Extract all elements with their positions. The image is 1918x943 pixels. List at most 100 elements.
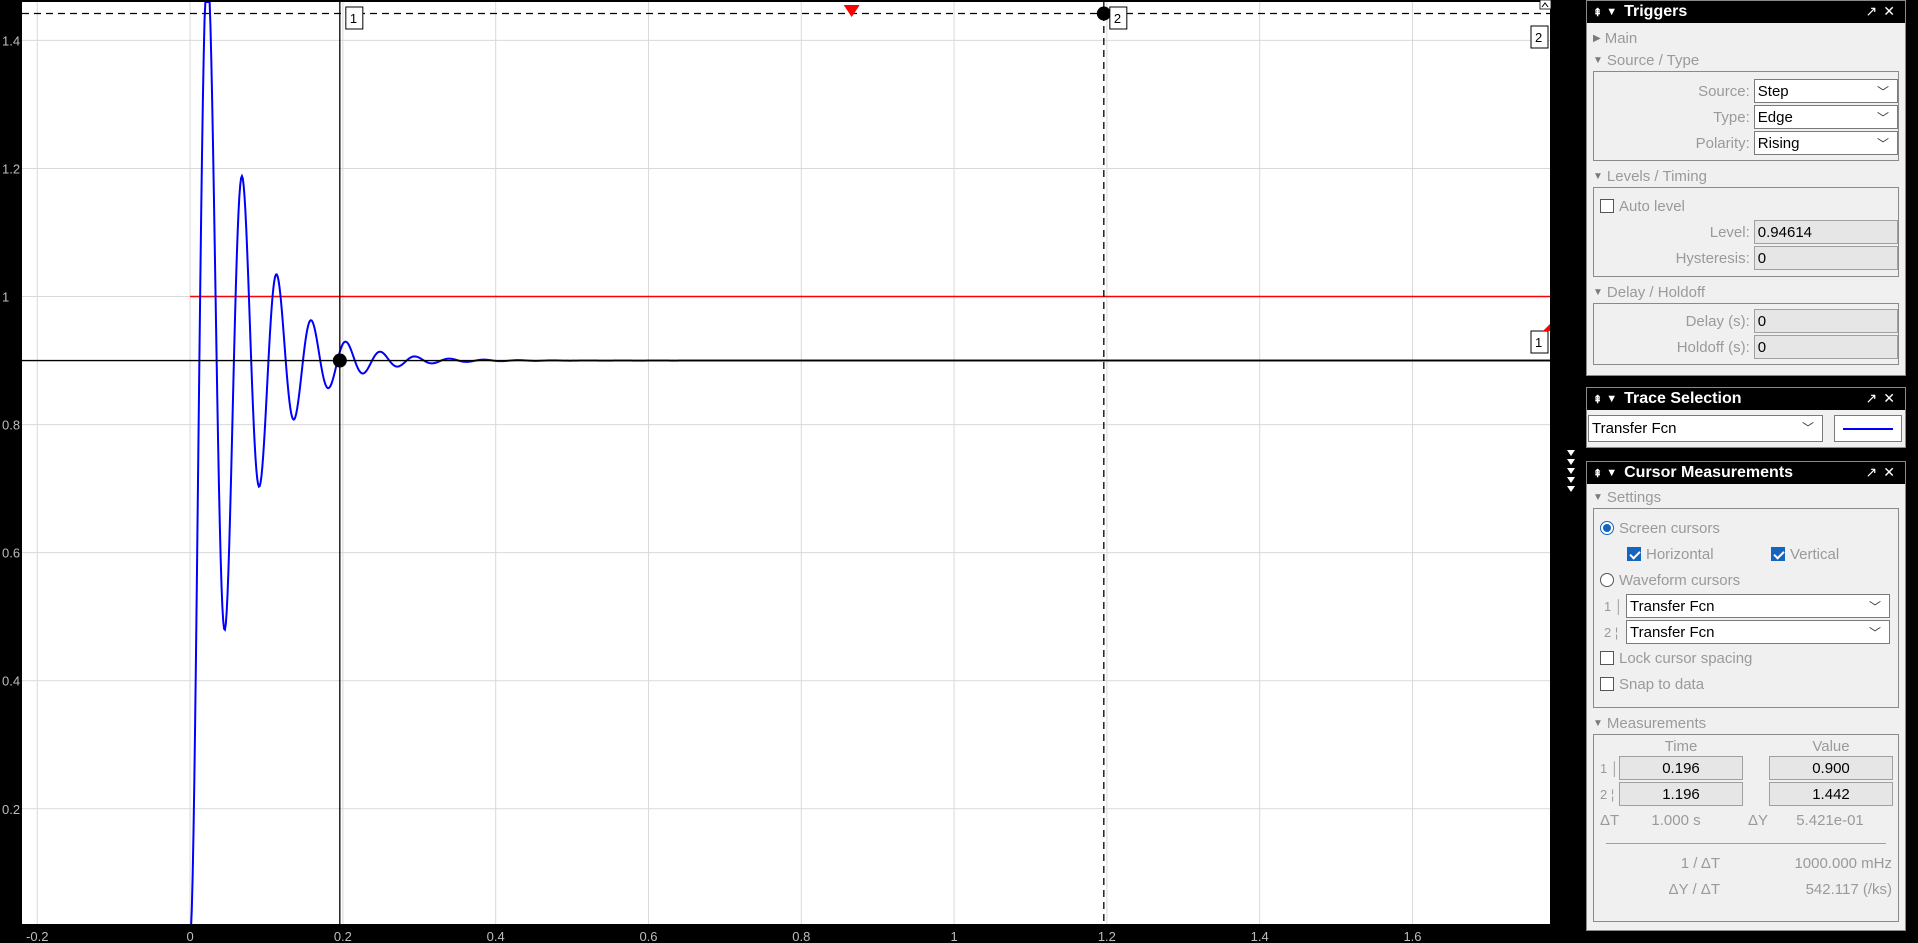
- cursor-1-time-field: 0.196: [1619, 756, 1743, 780]
- pin-icon[interactable]: ⇞: [1593, 393, 1603, 406]
- chevron-down-icon: ﹀: [1868, 600, 1881, 614]
- collapse-arrow-icon: ▼: [1593, 170, 1603, 182]
- x-tick-label: 1: [950, 929, 957, 943]
- splitter-arrow-icon: [1567, 468, 1575, 474]
- settings-group: Screen cursors Horizontal Vertical Wavef…: [1593, 508, 1899, 708]
- delay-holdoff-section-label: Delay / Holdoff: [1606, 283, 1706, 301]
- cursor-measurements-header[interactable]: ⇞ ▼ Cursor Measurements ↗✕: [1587, 462, 1905, 484]
- svg-text:2: 2: [1535, 30, 1542, 45]
- cursor-1-value-field: 0.900: [1769, 756, 1893, 780]
- cursor-1-trace-select[interactable]: Transfer Fcn ﹀: [1626, 594, 1890, 618]
- vertical-checkbox[interactable]: [1771, 547, 1785, 561]
- x-tick-label: 0.6: [639, 929, 657, 943]
- y-tick-label: 1.2: [2, 161, 20, 176]
- undock-close-icons[interactable]: ↗✕: [1865, 3, 1901, 19]
- cursor-1-right-label[interactable]: 1: [1530, 330, 1549, 354]
- delta-t-value: 1.000 s: [1651, 811, 1701, 829]
- collapse-icon[interactable]: ▼: [1606, 393, 1618, 405]
- levels-timing-section-label: Levels / Timing: [1606, 167, 1707, 185]
- cursor-2-time-field: 1.196: [1619, 782, 1743, 806]
- delay-field[interactable]: 0: [1753, 309, 1898, 333]
- snap-to-data-checkbox[interactable]: [1600, 677, 1614, 691]
- undock-close-icons[interactable]: ↗✕: [1865, 390, 1901, 406]
- triggers-header[interactable]: ⇞ ▼ Triggers ↗✕: [1587, 1, 1905, 23]
- splitter-arrow-icon: [1567, 459, 1575, 465]
- trigger-level-marker[interactable]: [1543, 324, 1550, 331]
- auto-level-checkbox[interactable]: [1600, 199, 1614, 213]
- splitter-arrow-icon: [1567, 450, 1575, 456]
- measurements-section-toggle[interactable]: ▼ Measurements: [1587, 712, 1905, 734]
- trace-select[interactable]: Transfer Fcn ﹀: [1588, 414, 1823, 442]
- hysteresis-field[interactable]: 0: [1753, 246, 1898, 270]
- waveform-cursors-radio[interactable]: [1600, 573, 1614, 587]
- y-tick-label: 1.4: [2, 33, 20, 48]
- type-label: Type:: [1713, 108, 1750, 126]
- main-section-toggle[interactable]: ▶ Main: [1587, 27, 1905, 49]
- holdoff-label: Holdoff (s):: [1676, 338, 1750, 356]
- type-select-value: Edge: [1757, 108, 1793, 126]
- hysteresis-value: 0: [1757, 249, 1767, 267]
- cursor-2-point[interactable]: [1096, 6, 1111, 21]
- expand-plot-icon[interactable]: [1539, 0, 1551, 10]
- level-value: 0.94614: [1757, 223, 1813, 241]
- horizontal-checkbox[interactable]: [1627, 547, 1641, 561]
- collapse-icon[interactable]: ▼: [1606, 467, 1618, 479]
- cursor-2-top-label[interactable]: 2: [1109, 6, 1128, 30]
- triggers-panel: ⇞ ▼ Triggers ↗✕ ▶ Main ▼ Source / Type S…: [1586, 0, 1906, 376]
- level-field[interactable]: 0.94614: [1753, 220, 1898, 244]
- cursor-2-right-label[interactable]: 2: [1530, 25, 1549, 49]
- cursor-2-value-field: 1.442: [1769, 782, 1893, 806]
- cursor-2-trace-value: Transfer Fcn: [1630, 623, 1715, 641]
- settings-section-toggle[interactable]: ▼ Settings: [1587, 486, 1905, 508]
- x-axis-tick-labels: -0.2 0 0.2 0.4 0.6 0.8 1 1.2 1.4 1.6: [26, 929, 1421, 943]
- expand-arrow-icon: ▶: [1593, 32, 1601, 44]
- lock-cursor-spacing-checkbox[interactable]: [1600, 651, 1614, 665]
- source-type-section-toggle[interactable]: ▼ Source / Type: [1587, 49, 1905, 71]
- polarity-select-value: Rising: [1757, 134, 1800, 152]
- cursor-2-index: 2 ¦: [1604, 624, 1619, 640]
- trigger-position-marker[interactable]: [843, 5, 860, 17]
- trace-selection-header[interactable]: ⇞ ▼ Trace Selection ↗✕: [1587, 388, 1905, 410]
- y-tick-label: 0.8: [2, 418, 20, 433]
- trace-color-swatch[interactable]: [1834, 414, 1902, 442]
- source-select[interactable]: Step ﹀: [1753, 79, 1898, 103]
- splitter-arrow-icon: [1567, 477, 1575, 483]
- y-tick-label: 0.6: [2, 546, 20, 561]
- scope-plot[interactable]: -0.2 0 0.2 0.4 0.6 0.8 1 1.2 1.4 1.6 0.2 0.4 0.6 0.8…: [0, 0, 1551, 943]
- screen-cursors-label: Screen cursors: [1619, 519, 1720, 537]
- delay-holdoff-section-toggle[interactable]: ▼ Delay / Holdoff: [1587, 281, 1905, 303]
- cursor-1-point[interactable]: [332, 353, 347, 368]
- levels-timing-group: Auto level Level: 0.94614 Hysteresis: 0: [1593, 187, 1899, 277]
- holdoff-field[interactable]: 0: [1753, 335, 1898, 359]
- x-tick-label: 1.2: [1098, 929, 1116, 943]
- auto-level-label: Auto level: [1619, 197, 1685, 215]
- cursor-1-index: 1 │: [1604, 598, 1623, 614]
- y-axis-tick-labels: 0.2 0.4 0.6 0.8 1 1.2 1.4: [2, 33, 20, 816]
- svg-text:2: 2: [1114, 11, 1121, 26]
- collapse-arrow-icon: ▼: [1593, 491, 1603, 503]
- polarity-select[interactable]: Rising ﹀: [1753, 131, 1898, 155]
- undock-close-icons[interactable]: ↗✕: [1865, 464, 1901, 480]
- measurements-group: Time Value 1 │ 0.196 0.900 2 ¦ 1.196 1.4…: [1593, 734, 1899, 922]
- delay-label: Delay (s):: [1685, 312, 1750, 330]
- delay-value: 0: [1757, 312, 1767, 330]
- pin-icon[interactable]: ⇞: [1593, 467, 1603, 480]
- pin-icon[interactable]: ⇞: [1593, 6, 1603, 19]
- value-column-header: Value: [1812, 737, 1850, 755]
- collapse-icon[interactable]: ▼: [1606, 6, 1618, 18]
- meas-row-2-index: 2 ¦: [1600, 786, 1615, 802]
- trace-select-value: Transfer Fcn: [1592, 419, 1677, 437]
- settings-section-label: Settings: [1606, 488, 1662, 506]
- type-select[interactable]: Edge ﹀: [1753, 105, 1898, 129]
- polarity-label: Polarity:: [1695, 134, 1750, 152]
- screen-cursors-radio[interactable]: [1600, 521, 1614, 535]
- cursor-1-top-label[interactable]: 1: [345, 6, 364, 30]
- levels-timing-section-toggle[interactable]: ▼ Levels / Timing: [1587, 165, 1905, 187]
- cursor-1-trace-value: Transfer Fcn: [1630, 597, 1715, 615]
- y-tick-label: 0.4: [2, 674, 20, 689]
- x-tick-label: 0.2: [334, 929, 352, 943]
- chevron-down-icon: ﹀: [1876, 137, 1889, 151]
- cursor-2-trace-select[interactable]: Transfer Fcn ﹀: [1626, 620, 1890, 644]
- scope-plot-area[interactable]: -0.2 0 0.2 0.4 0.6 0.8 1 1.2 1.4 1.6 0.2 0.4 0.6 0.8…: [0, 0, 1551, 943]
- panel-splitter[interactable]: [1551, 0, 1586, 943]
